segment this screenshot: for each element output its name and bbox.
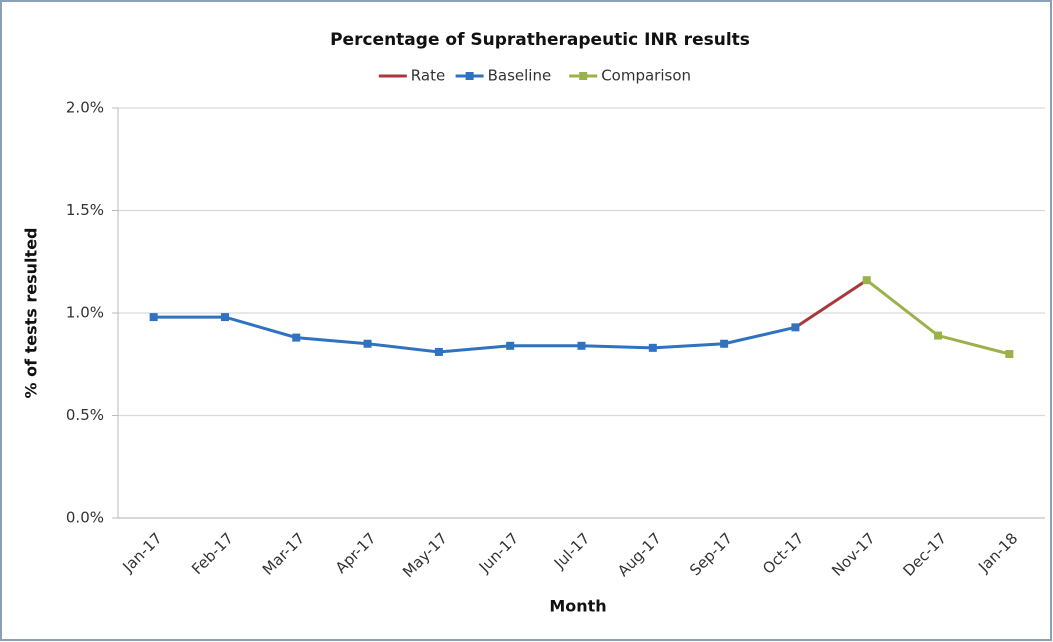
point bbox=[292, 333, 301, 342]
point bbox=[220, 313, 229, 322]
y-tick-label: 0.5% bbox=[66, 406, 104, 424]
chart-title: Percentage of Supratherapeutic INR resul… bbox=[330, 30, 750, 50]
legend-label: Comparison bbox=[601, 67, 691, 85]
y-tick-label: 1.0% bbox=[66, 304, 104, 322]
point bbox=[363, 339, 372, 348]
point bbox=[862, 276, 871, 285]
point bbox=[149, 313, 158, 322]
y-tick-label: 1.5% bbox=[66, 201, 104, 219]
legend-marker bbox=[465, 72, 474, 80]
legend-marker bbox=[579, 72, 588, 80]
y-tick-label: 2.0% bbox=[66, 99, 104, 117]
point bbox=[791, 323, 800, 332]
y-tick-label: 0.0% bbox=[66, 509, 104, 527]
point bbox=[1005, 350, 1014, 358]
x-axis-title: Month bbox=[549, 597, 606, 616]
point bbox=[577, 341, 586, 350]
legend-label: Baseline bbox=[488, 67, 552, 85]
point bbox=[648, 343, 657, 352]
point bbox=[506, 341, 515, 350]
point bbox=[720, 339, 729, 348]
point bbox=[434, 347, 443, 356]
series-line bbox=[794, 278, 868, 329]
series-line bbox=[153, 315, 796, 354]
y-axis-title: % of tests resulted bbox=[22, 228, 41, 399]
legend-label: Rate bbox=[411, 67, 445, 85]
point bbox=[934, 331, 943, 340]
